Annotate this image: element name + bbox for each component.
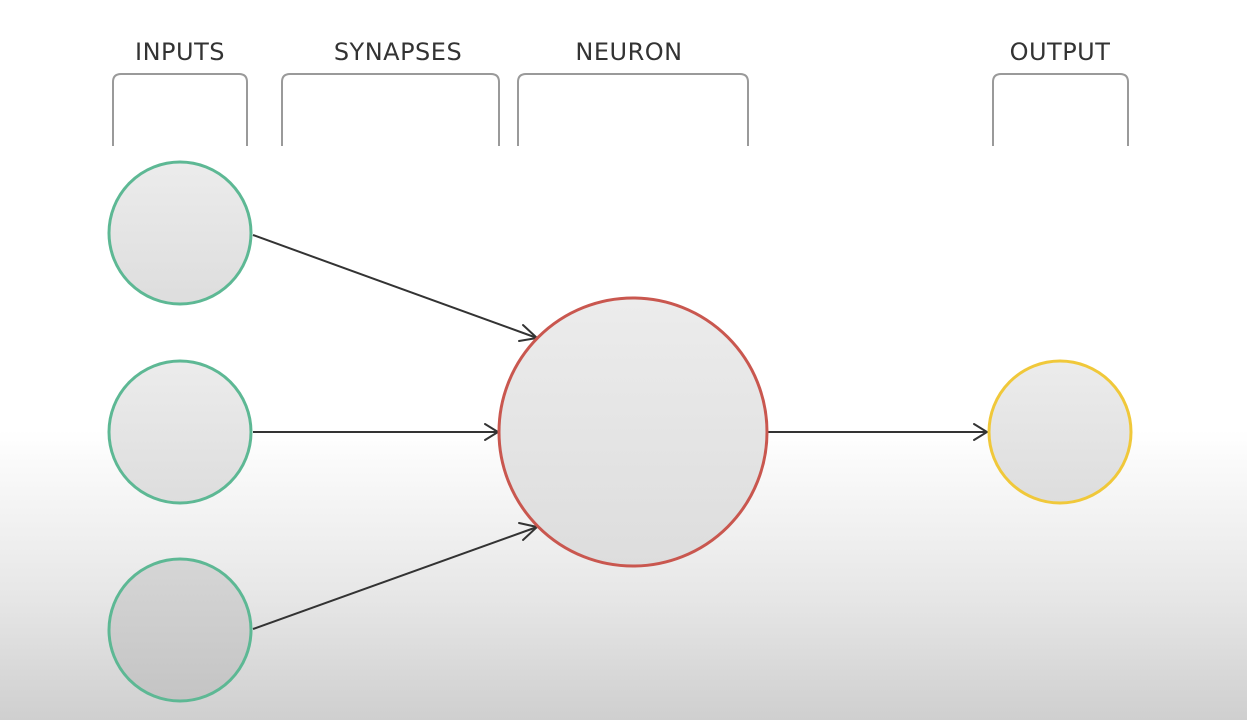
axon-output-edge	[767, 423, 989, 441]
synapse-1	[252, 234, 540, 342]
bracket-inputs	[112, 73, 248, 146]
bracket-neuron	[517, 73, 749, 146]
bracket-synapses	[281, 73, 500, 146]
synapse-3	[252, 522, 540, 630]
input-node-1	[107, 160, 253, 306]
label-output: OUTPUT	[1010, 38, 1111, 66]
neuron-node	[497, 296, 769, 568]
output-node	[987, 359, 1133, 505]
label-inputs: INPUTS	[135, 38, 225, 66]
synapse-2	[253, 423, 500, 441]
label-synapses: SYNAPSES	[334, 38, 462, 66]
bracket-output	[992, 73, 1129, 146]
label-neuron: NEURON	[575, 38, 682, 66]
input-node-2	[107, 359, 253, 505]
input-node-3	[107, 557, 253, 703]
